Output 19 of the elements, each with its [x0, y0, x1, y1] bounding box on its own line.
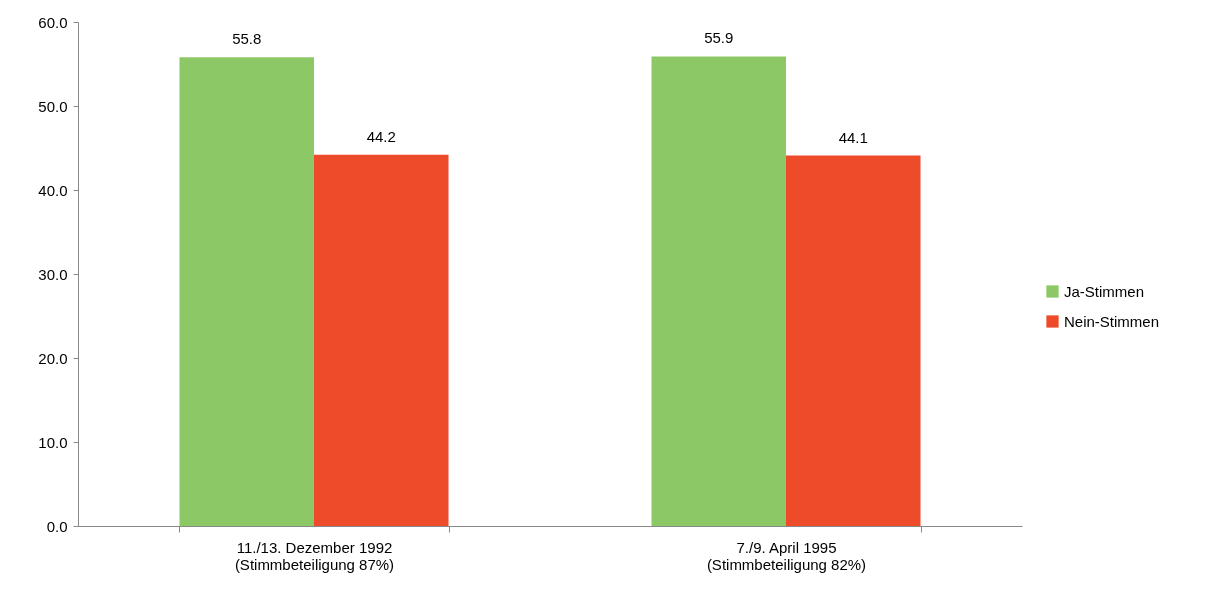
bar: [786, 155, 921, 526]
y-tick-label: 60.0: [38, 13, 68, 31]
bar: [651, 56, 786, 526]
y-tick-label: 30.0: [38, 265, 68, 283]
y-tick-label: 40.0: [38, 181, 68, 199]
legend-label: Nein-Stimmen: [1064, 312, 1160, 330]
x-tick-label: 11./13. Dezember 1992 (Stimmbeteiligung 87%): [234, 538, 395, 573]
data-label: 44.2: [366, 127, 396, 145]
bar: [314, 154, 449, 526]
data-label: 55.8: [232, 30, 262, 48]
legend-label: Ja-Stimmen: [1064, 282, 1145, 300]
bar: [179, 57, 314, 526]
data-label: 44.1: [838, 128, 868, 146]
y-tick-label: 10.0: [38, 433, 68, 451]
data-label: 55.9: [704, 29, 734, 47]
y-tick-label: 0.0: [46, 517, 68, 535]
y-tick-label: 50.0: [38, 97, 68, 115]
x-tick-label: 7./9. April 1995 (Stimmbeteiligung 82%): [706, 538, 867, 573]
y-tick-label: 20.0: [38, 349, 68, 367]
